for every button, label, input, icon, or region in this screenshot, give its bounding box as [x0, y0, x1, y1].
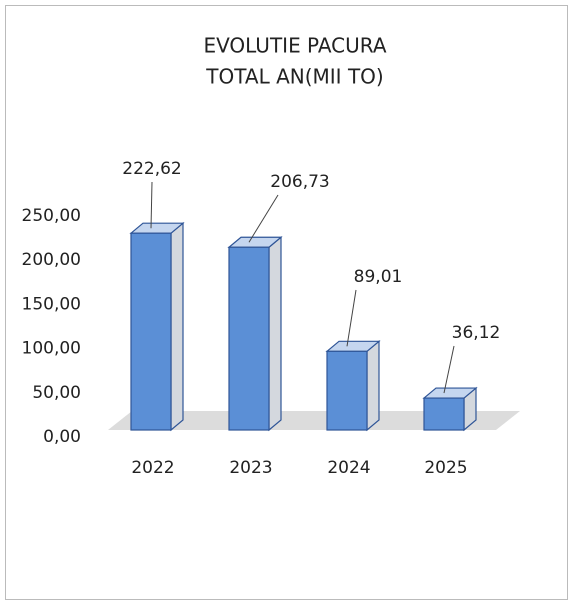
bar [228, 246, 270, 431]
bar-side [170, 221, 184, 432]
leader-line [248, 194, 279, 243]
leader-line [346, 289, 357, 347]
chart-subtitle: TOTAL AN(MII TO) [205, 65, 383, 89]
bar-side [366, 340, 380, 432]
y-tick-label: 150,00 [22, 294, 81, 314]
leader-line [150, 181, 153, 229]
bar-side [268, 235, 282, 432]
bar [326, 350, 368, 431]
chart-frame [5, 5, 568, 600]
x-tick-label: 2023 [229, 458, 272, 478]
value-label: 206,73 [270, 172, 329, 192]
chart-title: EVOLUTIE PACURA [203, 34, 386, 58]
y-tick-label: 200,00 [22, 250, 81, 270]
y-tick-label: 50,00 [32, 383, 81, 403]
x-tick-label: 2024 [327, 458, 370, 478]
leader-line [443, 345, 455, 394]
value-label: 89,01 [354, 267, 403, 287]
y-tick-label: 0,00 [43, 427, 81, 447]
x-tick-label: 2025 [424, 458, 467, 478]
floor [108, 411, 520, 430]
y-tick-label: 250,00 [22, 206, 81, 226]
x-tick-label: 2022 [131, 458, 174, 478]
y-tick-label: 100,00 [22, 339, 81, 359]
value-label: 222,62 [122, 159, 181, 179]
bar [423, 397, 465, 431]
value-label: 36,12 [452, 323, 501, 343]
bar [130, 232, 172, 431]
